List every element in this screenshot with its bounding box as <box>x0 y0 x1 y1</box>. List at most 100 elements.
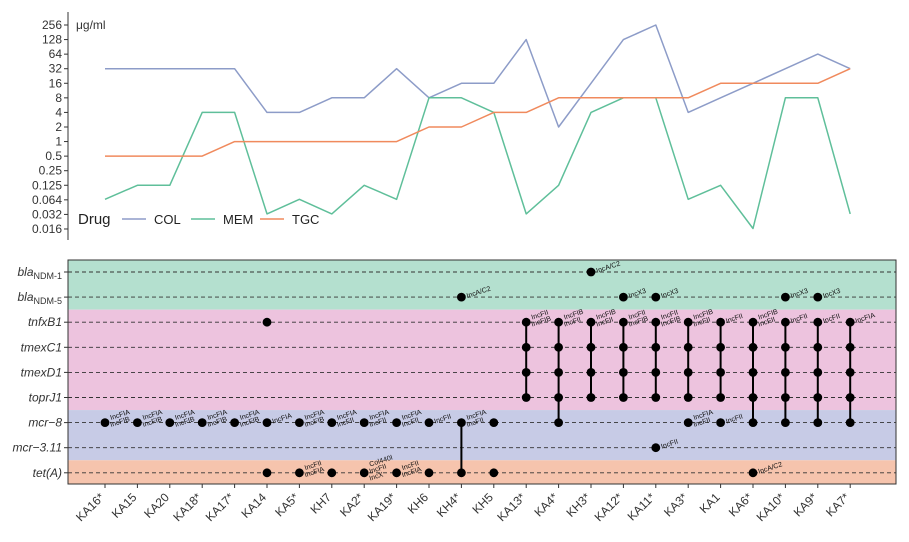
presence-dot <box>651 292 661 302</box>
strain-label: KA13* <box>494 490 528 524</box>
presence-dot <box>651 393 661 402</box>
presence-dot <box>424 418 434 427</box>
presence-dot <box>133 418 142 427</box>
presence-dot <box>295 468 304 478</box>
presence-dot <box>262 317 272 327</box>
presence-dot <box>748 317 758 327</box>
presence-dot <box>781 317 790 327</box>
gene-name: mcr−8 <box>28 416 62 430</box>
presence-dot <box>554 418 563 427</box>
presence-dot <box>457 468 466 478</box>
presence-dot <box>813 418 823 427</box>
presence-dot <box>716 393 725 402</box>
strain-label: KA3* <box>661 490 690 519</box>
presence-dot <box>586 393 596 402</box>
presence-dot <box>813 393 823 402</box>
strain-label: KA6* <box>726 490 755 519</box>
presence-dot <box>781 292 790 302</box>
presence-dot <box>716 368 725 377</box>
presence-dot <box>651 368 661 377</box>
presence-dot <box>586 342 596 352</box>
presence-dot <box>781 368 790 377</box>
presence-dot <box>619 393 628 402</box>
gene-label-tetA: tet(A) <box>33 466 62 480</box>
presence-dot <box>100 418 110 427</box>
y-tick-label: 64 <box>49 47 63 61</box>
band <box>68 309 896 411</box>
presence-dot <box>716 342 725 352</box>
presence-dot <box>619 317 628 327</box>
gene-subscript: NDM-1 <box>34 271 63 281</box>
presence-dot <box>845 317 855 327</box>
presence-dot <box>748 393 758 402</box>
presence-dot <box>586 368 596 377</box>
y-tick-label: 0.016 <box>32 222 62 236</box>
gene-name: bla <box>17 290 33 304</box>
presence-dot <box>845 342 855 352</box>
strain-label: KA20 <box>141 490 172 521</box>
presence-dot <box>197 418 207 427</box>
presence-dot <box>392 468 401 478</box>
presence-dot <box>748 468 758 478</box>
presence-dot <box>748 342 758 352</box>
plasmid-label: IncX <box>369 471 385 482</box>
gene-name: tnfxB1 <box>28 315 62 329</box>
y-tick-label: 0.5 <box>45 149 62 163</box>
presence-dot <box>845 418 855 427</box>
band <box>68 410 896 461</box>
legend-title: Drug <box>78 211 111 228</box>
y-tick-label: 2 <box>55 120 62 134</box>
presence-dot <box>327 418 337 427</box>
presence-dot <box>521 342 531 352</box>
y-tick-label: 8 <box>55 91 62 105</box>
strain-label: KH6 <box>405 490 432 517</box>
presence-dot <box>457 292 466 302</box>
gene-label-tmexD1: tmexD1 <box>21 365 62 379</box>
presence-dot <box>683 342 693 352</box>
presence-dot <box>554 368 563 377</box>
presence-dot <box>521 317 531 327</box>
strain-label: KA15 <box>109 490 140 521</box>
presence-dot <box>651 443 661 453</box>
strain-label: KA9* <box>791 490 820 519</box>
gene-name: toprJ1 <box>29 391 62 405</box>
gene-label-mcr311: mcr−3.11 <box>13 441 62 455</box>
strain-label: KA12* <box>592 490 626 524</box>
y-tick-label: 128 <box>42 33 62 47</box>
presence-dot <box>781 342 790 352</box>
presence-dot <box>619 342 628 352</box>
y-tick-label: 16 <box>49 76 63 90</box>
strain-label: KH5 <box>470 490 497 517</box>
presence-dot <box>683 393 693 402</box>
strain-label: KH4* <box>434 490 464 520</box>
legend-label-tgc: TGC <box>292 212 319 227</box>
presence-dot <box>554 393 563 402</box>
presence-dot <box>521 393 531 402</box>
gene-name: bla <box>17 265 33 279</box>
strain-label: KH7 <box>308 490 335 517</box>
presence-dot <box>651 342 661 352</box>
presence-dot <box>716 317 725 327</box>
gene-name: tmexC1 <box>21 340 62 354</box>
series-line-mem <box>104 97 851 230</box>
strain-label: KA14 <box>238 490 269 521</box>
presence-dot <box>262 418 272 427</box>
y-tick-label: 32 <box>49 62 63 76</box>
presence-dot <box>295 418 304 427</box>
presence-dot <box>619 292 628 302</box>
strain-label: KA10* <box>754 490 788 524</box>
presence-dot <box>716 418 725 427</box>
presence-dot <box>813 317 823 327</box>
series-line-col <box>105 24 851 128</box>
presence-dot <box>554 342 563 352</box>
presence-dot <box>683 368 693 377</box>
legend-label-mem: MEM <box>223 212 253 227</box>
strain-label: KA2* <box>337 490 366 519</box>
presence-dot <box>521 368 531 377</box>
presence-dot <box>230 418 240 427</box>
legend-label-col: COL <box>154 212 181 227</box>
presence-dot <box>845 368 855 377</box>
presence-dot <box>651 317 661 327</box>
